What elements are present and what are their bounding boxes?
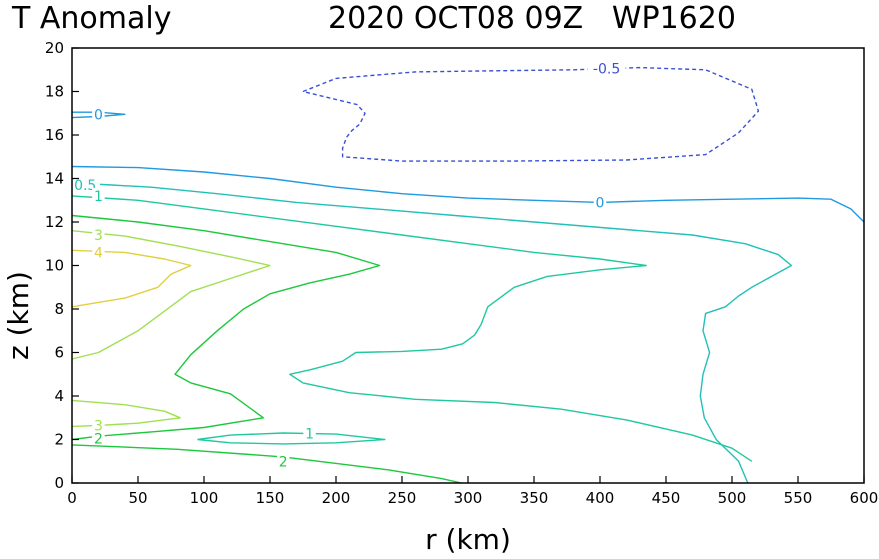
contour-label-background — [92, 244, 105, 260]
contour-line — [71, 214, 381, 441]
x-tick-label: 300 — [454, 489, 483, 507]
x-tick-label: 150 — [256, 489, 285, 507]
contour-line — [197, 432, 386, 445]
contour-label: 2 — [94, 431, 103, 447]
y-tick-label: 8 — [54, 300, 64, 318]
x-tick-label: 50 — [128, 489, 147, 507]
chart-title-left: T Anomaly — [11, 1, 171, 36]
contour-label: -0.5 — [593, 62, 620, 78]
contour-line — [71, 444, 462, 484]
contour-line — [71, 111, 126, 119]
x-tick-label: 100 — [190, 489, 219, 507]
contour-line — [71, 230, 271, 360]
contour-label-background — [587, 60, 626, 76]
y-tick-label: 20 — [45, 39, 64, 57]
contour-label-background — [276, 453, 290, 469]
contour-line — [71, 195, 753, 462]
y-tick-label: 16 — [45, 126, 64, 144]
contour-label: 2 — [279, 454, 288, 470]
contour-label-background — [92, 187, 105, 203]
contour-label-background — [92, 430, 105, 446]
y-tick-label: 6 — [54, 344, 64, 362]
plot-frame — [71, 47, 865, 484]
contour-line — [71, 182, 793, 484]
contour-label-background — [92, 106, 105, 122]
contour-label-background — [92, 227, 105, 243]
y-tick-label: 2 — [54, 431, 64, 449]
contour-label: 0 — [94, 107, 103, 123]
x-tick-label: 250 — [388, 489, 417, 507]
y-tick-label: 14 — [45, 170, 64, 188]
contour-label: 3 — [94, 418, 103, 434]
x-tick-label: 200 — [322, 489, 351, 507]
contour-label-background — [593, 194, 607, 210]
x-tick-label: 350 — [520, 489, 549, 507]
y-tick-label: 12 — [45, 213, 64, 231]
y-tick-label: 4 — [54, 387, 64, 405]
contour-line — [71, 249, 192, 308]
contour-label: 0.5 — [74, 178, 96, 194]
y-axis-label: z (km) — [2, 271, 35, 360]
contour-label: 4 — [94, 245, 103, 261]
contour-label: 3 — [94, 228, 103, 244]
x-tick-label: 450 — [652, 489, 681, 507]
contour-line — [302, 66, 760, 162]
contour-label: 1 — [94, 189, 103, 205]
contour-label: 1 — [305, 427, 314, 443]
x-tick-label: 500 — [718, 489, 747, 507]
contour-label-background — [303, 425, 316, 441]
x-axis-ticks: 0 50 100 150 200 250 300 350 400 450 500 550 600 — [67, 476, 878, 507]
contour-label: 0 — [596, 195, 605, 211]
contour-label-background — [92, 417, 105, 433]
x-tick-label: 550 — [784, 489, 813, 507]
x-tick-label: 600 — [850, 489, 879, 507]
contour-line — [71, 165, 865, 223]
y-tick-label: 10 — [45, 257, 64, 275]
y-tick-label: 18 — [45, 83, 64, 101]
x-tick-label: 400 — [586, 489, 615, 507]
chart-title-right: 2020 OCT08 09Z WP1620 — [328, 1, 736, 36]
contour-line — [71, 399, 181, 428]
y-axis-ticks: 0 2 4 6 8 10 12 14 16 18 20 — [45, 39, 79, 492]
y-tick-label: 0 — [54, 474, 64, 492]
x-tick-label: 0 — [67, 489, 77, 507]
x-axis-label: r (km) — [425, 523, 511, 556]
